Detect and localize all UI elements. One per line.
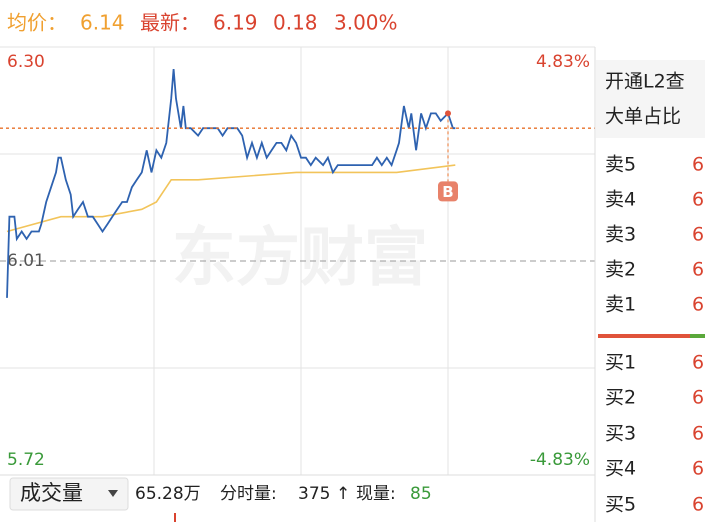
sell-price: 6 [692, 224, 704, 246]
y-tick-label: 5.72 [7, 450, 45, 470]
marker-label: B [442, 183, 453, 201]
y-tick-label: 6.01 [7, 251, 45, 271]
y2-tick-label: -4.83% [530, 450, 590, 470]
volume-label: 成交量 [20, 481, 83, 505]
sell-price: 6 [692, 259, 704, 281]
buy-label: 买5 [605, 494, 636, 516]
buy-price: 6 [692, 387, 704, 409]
buy-price: 6 [692, 352, 704, 374]
sell-price: 6 [692, 189, 704, 211]
change-pct: 3.00% [334, 11, 398, 35]
buy-label: 买3 [605, 423, 636, 445]
sell-price: 6 [692, 154, 704, 176]
minute-volume: 375 [298, 484, 330, 504]
y2-tick-label: 4.83% [536, 52, 590, 72]
latest-price: 6.19 [213, 11, 258, 35]
volume-arrow: ↑ [336, 484, 350, 504]
sell-price: 6 [692, 294, 704, 316]
watermark: 东方财富 [172, 222, 428, 296]
buy-price: 6 [692, 458, 704, 480]
avg-label: 均价： [7, 11, 67, 35]
panel-title: 开通L2查 [605, 71, 685, 93]
buy-label: 买1 [605, 352, 636, 374]
sell-label: 卖3 [605, 224, 636, 246]
avg-line [6, 164, 456, 233]
marker-box [438, 181, 458, 202]
volume-total: 65.28万 [135, 484, 201, 504]
latest-label: 最新： [140, 11, 200, 35]
current-volume: 85 [410, 484, 432, 504]
sell-label: 卖1 [605, 294, 636, 316]
buy-label: 买4 [605, 458, 636, 480]
sell-label: 卖4 [605, 189, 636, 211]
avg-price: 6.14 [80, 11, 125, 35]
marker-dot [445, 110, 451, 117]
price-line [6, 69, 456, 298]
sell-label: 卖2 [605, 259, 636, 281]
buy-price: 6 [692, 423, 704, 445]
buy-price: 6 [692, 494, 704, 516]
buy-label: 买2 [605, 387, 636, 409]
panel-subtitle: 大单占比 [605, 106, 681, 128]
minute-volume-label: 分时量: [220, 484, 277, 504]
l2-box[interactable] [596, 60, 705, 138]
volume-dropdown[interactable] [9, 477, 129, 511]
current-volume-label: 现量: [356, 484, 396, 504]
y-tick-label: 6.30 [7, 52, 45, 72]
change: 0.18 [273, 11, 318, 35]
sell-label: 卖5 [605, 154, 636, 176]
dropdown-arrow [108, 490, 118, 497]
